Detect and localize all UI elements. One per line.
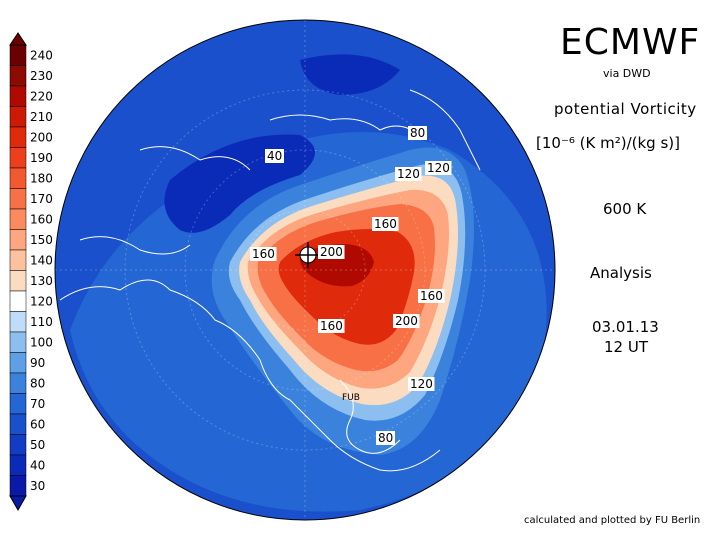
colorbar-tick-label: 150 [30,233,53,247]
colorbar-tick-label: 160 [30,212,53,226]
level-label: 600 K [603,200,647,218]
colorbar-tick-label: 170 [30,192,53,206]
polar-map [55,20,555,520]
colorbar-swatch [9,290,27,312]
contour-label: 120 [427,161,450,175]
quantity-label: potential Vorticity [554,100,697,118]
contour-label-bg [250,247,277,261]
colorbar-tick-label: 210 [30,110,53,124]
colorbar-swatch [9,229,27,251]
colorbar-bottom-arrow [9,495,27,512]
colorbar-swatch [9,147,27,169]
colorbar-tick-label: 40 [30,458,45,472]
colorbar-swatch [9,65,27,87]
colorbar-tick-label: 30 [30,479,45,493]
contour-label-bg [318,319,345,333]
colorbar-tick-label: 120 [30,294,53,308]
contour-label: 120 [410,377,433,391]
colorbar: 240 230 220 210 200 190 180 170 160 150 140 130 120 1… [9,32,53,512]
contour-label-bg [265,149,284,163]
colorbar-swatch [9,352,27,374]
colorbar-tick-label: 230 [30,69,53,83]
colorbar-swatch [9,126,27,148]
model-title: ECMWF [560,22,701,63]
colorbar-tick-label: 90 [30,356,45,370]
contour-label: 200 [320,245,343,259]
colorbar-swatch [9,249,27,271]
contour-label: 120 [397,167,420,181]
contour-label-bg [376,431,395,445]
colorbar-swatch [9,393,27,415]
colorbar-swatch [9,188,27,210]
contour-label: 80 [378,431,393,445]
colorbar-swatch [9,434,27,456]
colorbar-swatch [9,454,27,476]
mode-label: Analysis [590,264,652,282]
colorbar-swatch [9,270,27,292]
colorbar-tick-label: 70 [30,397,45,411]
map-border [54,19,556,521]
contour-label-bg [395,167,422,181]
colorbar-swatch [9,311,27,333]
time-label: 12 UT [604,338,648,356]
contour-label: 160 [320,319,343,333]
colorbar-swatch [9,413,27,435]
colorbar-tick-label: 50 [30,438,45,452]
contour-label: 200 [395,314,418,328]
contour-label-bg [408,126,427,140]
fub-logo: FUB [342,393,360,403]
colorbar-tick-label: 80 [30,376,45,390]
colorbar-swatch [9,85,27,107]
contour-label: 40 [267,149,282,163]
units-label: [10⁻⁶ (K m²)/(kg s)] [536,134,680,152]
colorbar-swatch [9,106,27,128]
colorbar-swatch [9,44,27,66]
contour-label: 160 [252,247,275,261]
colorbar-swatch [9,372,27,394]
colorbar-tick-label: 60 [30,417,45,431]
contour-label: 160 [374,217,397,231]
contour-label-bg [418,289,445,303]
graticule [55,20,555,520]
colorbar-tick-label: 180 [30,171,53,185]
colorbar-tick-label: 190 [30,151,53,165]
contour-label: 80 [410,126,425,140]
colorbar-tick-label: 140 [30,253,53,267]
colorbar-tick-label: 100 [30,335,53,349]
date-label: 03.01.13 [592,318,659,336]
contour-label-bg [318,245,345,259]
colorbar-swatch [9,331,27,353]
colorbar-tick-label: 110 [30,315,53,329]
contour-label-bg [425,161,452,175]
pole-marker [295,242,321,268]
contour-label-bg [408,377,435,391]
coastlines [59,89,481,472]
colorbar-tick-label: 220 [30,89,53,103]
colorbar-swatch [9,475,27,497]
contour-label-bg [393,314,420,328]
contour-label-bg [372,217,399,231]
colorbar-top-arrow [9,32,27,46]
colorbar-tick-label: 240 [30,48,53,62]
colorbar-swatch [9,208,27,230]
colorbar-tick-label: 130 [30,274,53,288]
data-source: via DWD [603,67,651,80]
contour-label: 160 [420,289,443,303]
pv-region-low-north [300,54,400,95]
colorbar-tick-label: 200 [30,130,53,144]
credit-footer: calculated and plotted by FU Berlin [524,515,701,526]
colorbar-swatch [9,167,27,189]
